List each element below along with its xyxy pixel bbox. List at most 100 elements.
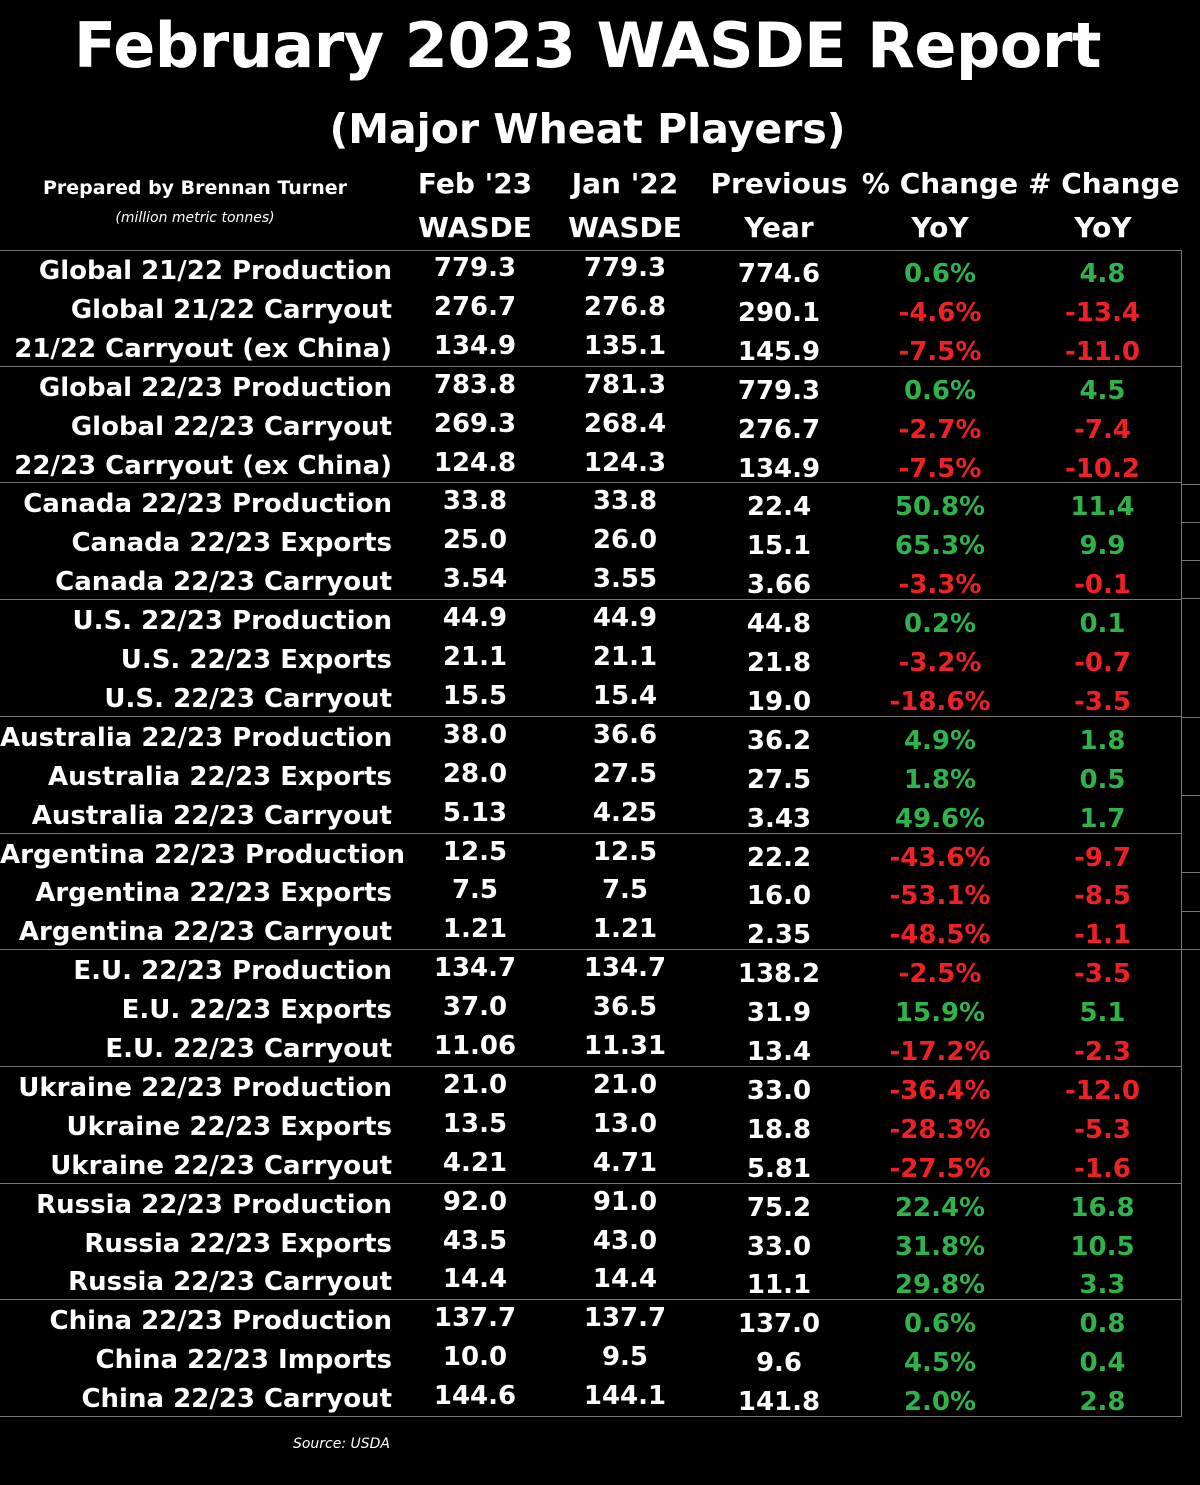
col-header-line1: Feb '23 xyxy=(417,167,533,200)
table-row: Ukraine 22/23 Carryout 4.21 4.71 5.81 -27.5%… xyxy=(0,1147,1182,1186)
cell-previous-year: 3.66 xyxy=(746,570,812,601)
col-header-num-change: # Change YoY xyxy=(1028,162,1180,250)
cell-pct-change: -4.6% xyxy=(898,297,982,328)
cell-num-change: -0.1 xyxy=(1074,570,1131,601)
cell-previous-year: 276.7 xyxy=(737,414,821,445)
table-row: Canada 22/23 Exports 25.0 26.0 15.1 65.3% 9.9 xyxy=(0,524,1182,563)
cell-pct-change: -7.5% xyxy=(898,453,982,484)
cell-feb23: 7.5 xyxy=(451,875,499,906)
cell-feb23: 21.0 xyxy=(442,1069,508,1100)
cell-num-change: 5.1 xyxy=(1079,998,1126,1029)
cell-previous-year: 22.4 xyxy=(746,492,812,523)
source-text: Source: USDA xyxy=(292,1436,390,1452)
cell-jan22: 21.1 xyxy=(592,642,658,672)
col-header-previous-year: Previous Year xyxy=(705,162,853,250)
cell-jan22: 36.6 xyxy=(592,719,658,750)
cell-pct-change: -17.2% xyxy=(889,1037,991,1067)
cell-feb23: 144.6 xyxy=(433,1381,517,1412)
row-label: Canada 22/23 Carryout xyxy=(55,567,392,598)
cell-num-change: 0.1 xyxy=(1079,609,1126,640)
cell-feb23: 779.3 xyxy=(433,253,517,283)
cell-num-change: 1.7 xyxy=(1079,803,1126,834)
border-stub xyxy=(1182,872,1200,873)
cell-previous-year: 18.8 xyxy=(746,1114,812,1145)
cell-jan22: 4.71 xyxy=(592,1147,658,1178)
group-divider xyxy=(0,250,1182,251)
row-label: E.U. 22/23 Carryout xyxy=(105,1034,392,1064)
table-row: Ukraine 22/23 Production 21.0 21.0 33.0 -36.… xyxy=(0,1069,1182,1108)
row-label: China 22/23 Production xyxy=(49,1306,392,1337)
cell-feb23: 33.8 xyxy=(442,486,508,517)
row-label: Argentina 22/23 Carryout xyxy=(18,917,392,948)
row-label: U.S. 22/23 Carryout xyxy=(104,683,392,714)
cell-previous-year: 145.9 xyxy=(737,336,821,367)
table-row: E.U. 22/23 Carryout 11.06 11.31 13.4 -17.2% -… xyxy=(0,1030,1182,1069)
cell-feb23: 276.7 xyxy=(433,291,517,322)
table-row: Global 21/22 Carryout 276.7 276.8 290.1 -4.6… xyxy=(0,291,1182,330)
group-divider xyxy=(0,1299,1182,1301)
cell-feb23: 21.1 xyxy=(442,642,508,672)
report-title: February 2023 WASDE Report xyxy=(73,9,1102,82)
row-label: Australia 22/23 Production xyxy=(0,722,393,753)
row-label: Russia 22/23 Production xyxy=(36,1189,392,1220)
cell-jan22: 4.25 xyxy=(592,797,658,828)
group-divider xyxy=(0,715,1182,717)
row-label: Global 22/23 Carryout xyxy=(70,411,392,442)
cell-pct-change: 15.9% xyxy=(894,998,986,1029)
cell-feb23: 37.0 xyxy=(442,992,508,1023)
cell-jan22: 26.0 xyxy=(592,525,658,556)
cell-previous-year: 75.2 xyxy=(746,1192,812,1223)
cell-num-change: 4.8 xyxy=(1079,259,1126,289)
row-label: Argentina 22/23 Production xyxy=(0,839,406,870)
cell-previous-year: 36.2 xyxy=(746,725,812,756)
cell-num-change: -13.4 xyxy=(1065,297,1140,328)
cell-pct-change: -18.6% xyxy=(889,686,991,717)
row-label: U.S. 22/23 Exports xyxy=(120,645,392,675)
border-stub xyxy=(1182,795,1200,796)
cell-jan22: 21.0 xyxy=(592,1069,658,1100)
group-divider xyxy=(0,1416,1182,1417)
cell-pct-change: 2.0% xyxy=(903,1387,977,1418)
group-divider xyxy=(0,482,1182,484)
cell-previous-year: 31.9 xyxy=(746,998,812,1029)
cell-num-change: 0.5 xyxy=(1079,764,1126,795)
cell-jan22: 134.7 xyxy=(583,953,667,984)
row-label: Australia 22/23 Carryout xyxy=(31,800,392,831)
cell-jan22: 3.55 xyxy=(592,564,658,595)
col-header-jan22: Jan '22 WASDE xyxy=(555,162,695,250)
cell-pct-change: 0.6% xyxy=(903,259,977,289)
cell-previous-year: 15.1 xyxy=(746,531,812,562)
cell-num-change: -2.3 xyxy=(1074,1037,1131,1067)
cell-pct-change: -27.5% xyxy=(889,1153,991,1184)
group-divider xyxy=(0,1182,1182,1184)
cell-pct-change: 31.8% xyxy=(894,1231,986,1262)
table-row: Australia 22/23 Carryout 5.13 4.25 3.43 49.6… xyxy=(0,797,1182,836)
cell-pct-change: -2.5% xyxy=(898,959,982,990)
cell-jan22: 135.1 xyxy=(583,330,667,361)
table-row: 22/23 Carryout (ex China) 124.8 124.3 134.9… xyxy=(0,447,1182,486)
cell-previous-year: 33.0 xyxy=(746,1231,812,1262)
row-label: U.S. 22/23 Production xyxy=(72,606,392,637)
cell-num-change: 10.5 xyxy=(1070,1231,1135,1262)
table-row: China 22/23 Carryout 144.6 144.1 141.8 2.0% 2… xyxy=(0,1380,1182,1419)
col-header-feb23: Feb '23 WASDE xyxy=(405,162,545,250)
border-stub xyxy=(1182,911,1200,912)
table-row: 21/22 Carryout (ex China) 134.9 135.1 145.9… xyxy=(0,330,1182,369)
units-note: (million metric tonnes) xyxy=(115,210,275,226)
col-header-line1: # Change xyxy=(1028,167,1180,200)
cell-previous-year: 11.1 xyxy=(746,1270,812,1301)
table-row: Global 21/22 Production 779.3 779.3 774.6 0.… xyxy=(0,252,1182,291)
row-label: Ukraine 22/23 Production xyxy=(18,1072,392,1103)
row-label: China 22/23 Imports xyxy=(95,1345,393,1376)
table-row: Argentina 22/23 Exports 7.5 7.5 16.0 -53.1% -… xyxy=(0,874,1182,913)
cell-num-change: 0.8 xyxy=(1079,1309,1126,1340)
row-label: Argentina 22/23 Exports xyxy=(35,878,392,909)
cell-jan22: 781.3 xyxy=(583,369,667,400)
cell-pct-change: 0.6% xyxy=(903,375,977,406)
cell-pct-change: 4.9% xyxy=(903,725,977,756)
cell-pct-change: -53.1% xyxy=(889,881,991,912)
cell-previous-year: 137.0 xyxy=(737,1309,821,1340)
cell-feb23: 783.8 xyxy=(433,369,517,400)
table-row: China 22/23 Production 137.7 137.7 137.0 0.6… xyxy=(0,1302,1182,1341)
group-divider xyxy=(0,1065,1182,1067)
